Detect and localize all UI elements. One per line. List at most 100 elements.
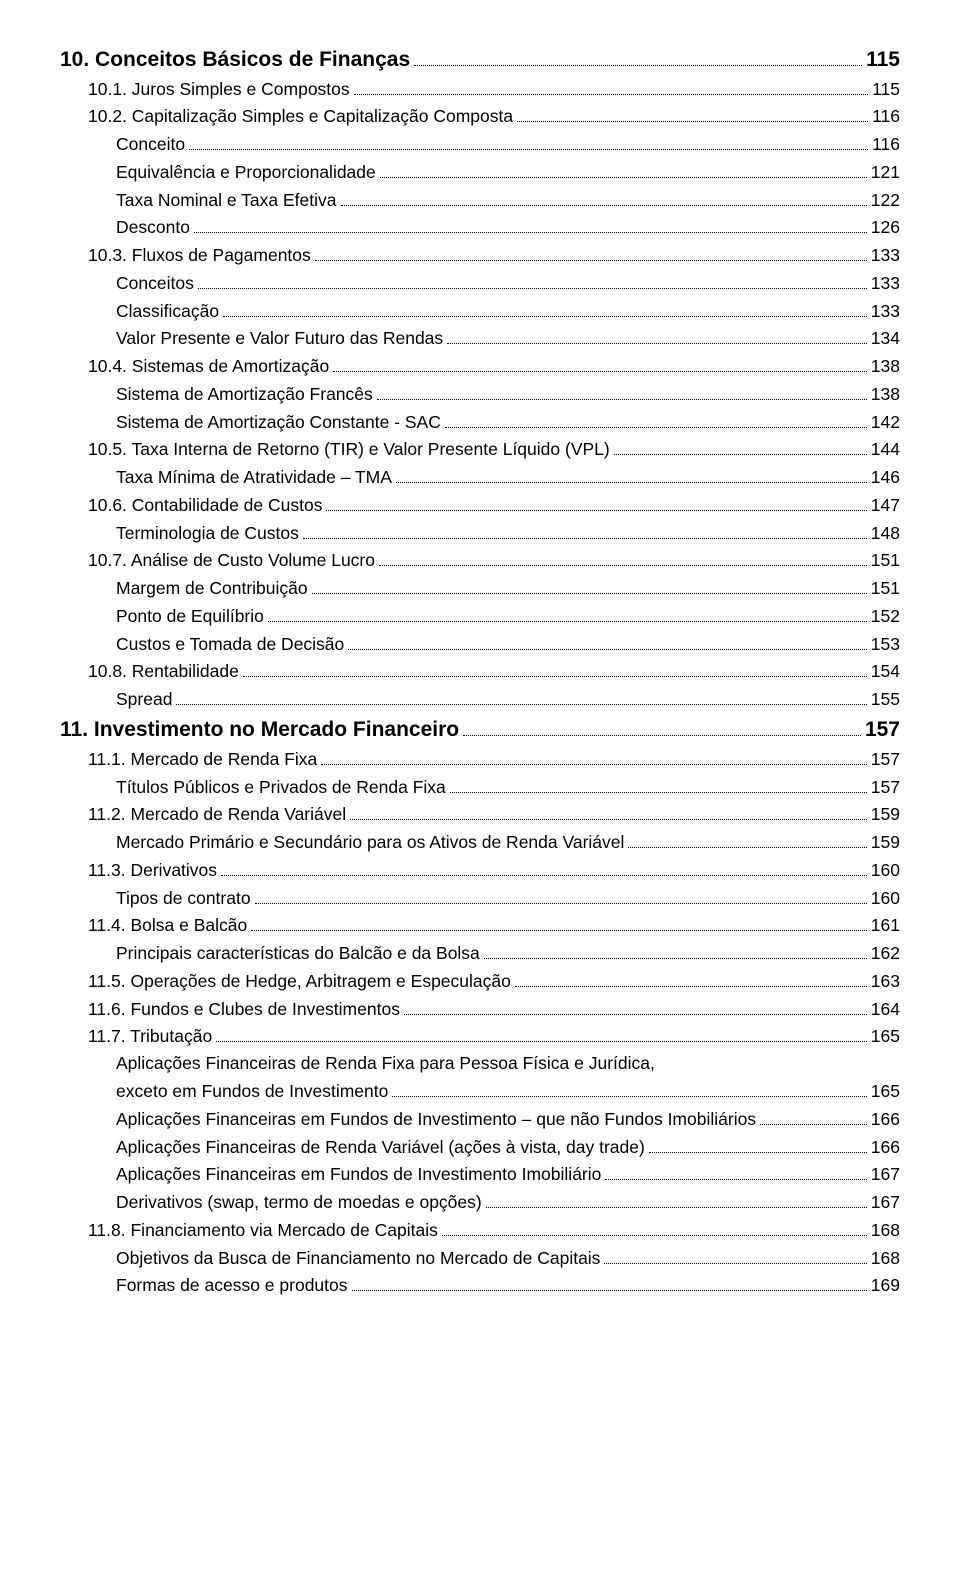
toc-label: 11.3. Derivativos [88,860,217,881]
toc-leader-dots [379,550,867,567]
toc-label: Sistema de Amortização Francês [116,384,373,405]
toc-leader-dots [614,439,867,456]
toc-entry: Conceitos133 [116,272,900,294]
toc-label: Ponto de Equilíbrio [116,606,264,627]
toc-entry: Aplicações Financeiras de Renda Fixa par… [116,1053,900,1074]
toc-label: Aplicações Financeiras de Renda Fixa par… [116,1053,655,1074]
toc-entry: 11.6. Fundos e Clubes de Investimentos 16… [88,998,900,1020]
toc-leader-dots [442,1219,867,1236]
toc-label: 10.1. Juros Simples e Compostos [88,79,350,100]
toc-label: Desconto [116,217,190,238]
toc-leader-dots [396,466,867,483]
toc-page-number: 126 [871,217,900,238]
toc-page-number: 151 [871,578,900,599]
toc-label: Principais características do Balcão e d… [116,943,480,964]
toc-page-number: 165 [871,1026,900,1047]
toc-page-number: 147 [871,495,900,516]
toc-leader-dots [251,915,867,932]
toc-page-number: 169 [871,1275,900,1296]
toc-leader-dots [352,1275,867,1292]
toc-entry: Valor Presente e Valor Futuro das Rendas… [116,328,900,350]
toc-leader-dots [447,328,867,345]
toc-page-number: 133 [871,301,900,322]
toc-page-number: 160 [871,860,900,881]
toc-leader-dots [189,133,868,150]
toc-entry: 10.4. Sistemas de Amortização138 [88,355,900,377]
toc-label: Tipos de contrato [116,888,251,909]
toc-page-number: 133 [871,245,900,266]
toc-entry: Ponto de Equilíbrio 152 [116,605,900,627]
toc-page-number: 168 [871,1248,900,1269]
toc-page-number: 142 [871,412,900,433]
toc-leader-dots [194,217,867,234]
toc-entry: Aplicações Financeiras em Fundos de Inve… [116,1108,900,1130]
toc-leader-dots [198,272,867,289]
toc-page-number: 157 [871,777,900,798]
toc-label: 10.4. Sistemas de Amortização [88,356,329,377]
toc-leader-dots [312,577,867,594]
toc-page-number: 133 [871,273,900,294]
toc-label: Aplicações Financeiras de Renda Variável… [116,1137,645,1158]
toc-page-number: 116 [872,106,900,127]
table-of-contents: 10. Conceitos Básicos de Finanças 115 10.1… [60,46,900,1296]
toc-page-number: 157 [871,749,900,770]
toc-entry: 11. Investimento no Mercado Financeiro15… [60,716,900,742]
toc-page-number: 164 [871,999,900,1020]
toc-page-number: 115 [866,48,900,72]
toc-page-number: 146 [871,467,900,488]
toc-leader-dots [315,244,867,261]
toc-page-number: 151 [871,550,900,571]
toc-label: 10. Conceitos Básicos de Finanças [60,48,410,72]
toc-page-number: 157 [865,718,900,742]
toc-entry: Spread 155 [116,688,900,710]
toc-label: 10.2. Capitalização Simples e Capitaliza… [88,106,513,127]
toc-entry: 10.7. Análise de Custo Volume Lucro151 [88,550,900,572]
toc-leader-dots [404,998,867,1015]
toc-page-number: 134 [871,328,900,349]
toc-entry: Custos e Tomada de Decisão153 [116,633,900,655]
toc-page-number: 161 [871,915,900,936]
toc-page-number: 154 [871,661,900,682]
toc-entry: Terminologia de Custos148 [116,522,900,544]
toc-page-number: 138 [871,384,900,405]
toc-page-number: 168 [871,1220,900,1241]
toc-entry: exceto em Fundos de Investimento165 [116,1080,900,1102]
toc-label: Derivativos (swap, termo de moedas e opç… [116,1192,482,1213]
toc-leader-dots [176,688,866,705]
toc-page-number: 162 [871,943,900,964]
toc-page-number: 153 [871,634,900,655]
toc-leader-dots [216,1026,867,1043]
toc-label: Spread [116,689,172,710]
toc-entry: Tipos de contrato160 [116,887,900,909]
toc-leader-dots [414,46,862,66]
toc-entry: 10. Conceitos Básicos de Finanças 115 [60,46,900,72]
toc-page-number: 144 [871,439,900,460]
toc-leader-dots [221,859,867,876]
toc-leader-dots [377,383,867,400]
toc-label: Classificação [116,301,219,322]
toc-label: 11.2. Mercado de Renda Variável [88,804,346,825]
toc-leader-dots [348,633,867,650]
toc-page-number: 166 [871,1109,900,1130]
toc-page-number: 121 [871,162,900,183]
toc-label: Valor Presente e Valor Futuro das Rendas [116,328,443,349]
toc-page-number: 116 [872,134,900,155]
toc-entry: Desconto 126 [116,217,900,239]
toc-label: 11.1. Mercado de Renda Fixa [88,749,317,770]
toc-label: Aplicações Financeiras em Fundos de Inve… [116,1164,601,1185]
toc-entry: 11.5. Operações de Hedge, Arbitragem e E… [88,970,900,992]
toc-label: Conceito [116,134,185,155]
toc-leader-dots [649,1136,867,1153]
toc-page-number: 155 [871,689,900,710]
toc-leader-dots [604,1247,866,1264]
toc-page-number: 152 [871,606,900,627]
toc-leader-dots [517,106,868,123]
toc-leader-dots [354,78,868,95]
toc-leader-dots [268,605,867,622]
toc-leader-dots [515,970,867,987]
toc-entry: Objetivos da Busca de Financiamento no M… [116,1247,900,1269]
toc-label: 11.6. Fundos e Clubes de Investimentos [88,999,400,1020]
toc-entry: 10.6. Contabilidade de Custos147 [88,494,900,516]
toc-entry: 11.3. Derivativos 160 [88,859,900,881]
toc-leader-dots [255,887,867,904]
